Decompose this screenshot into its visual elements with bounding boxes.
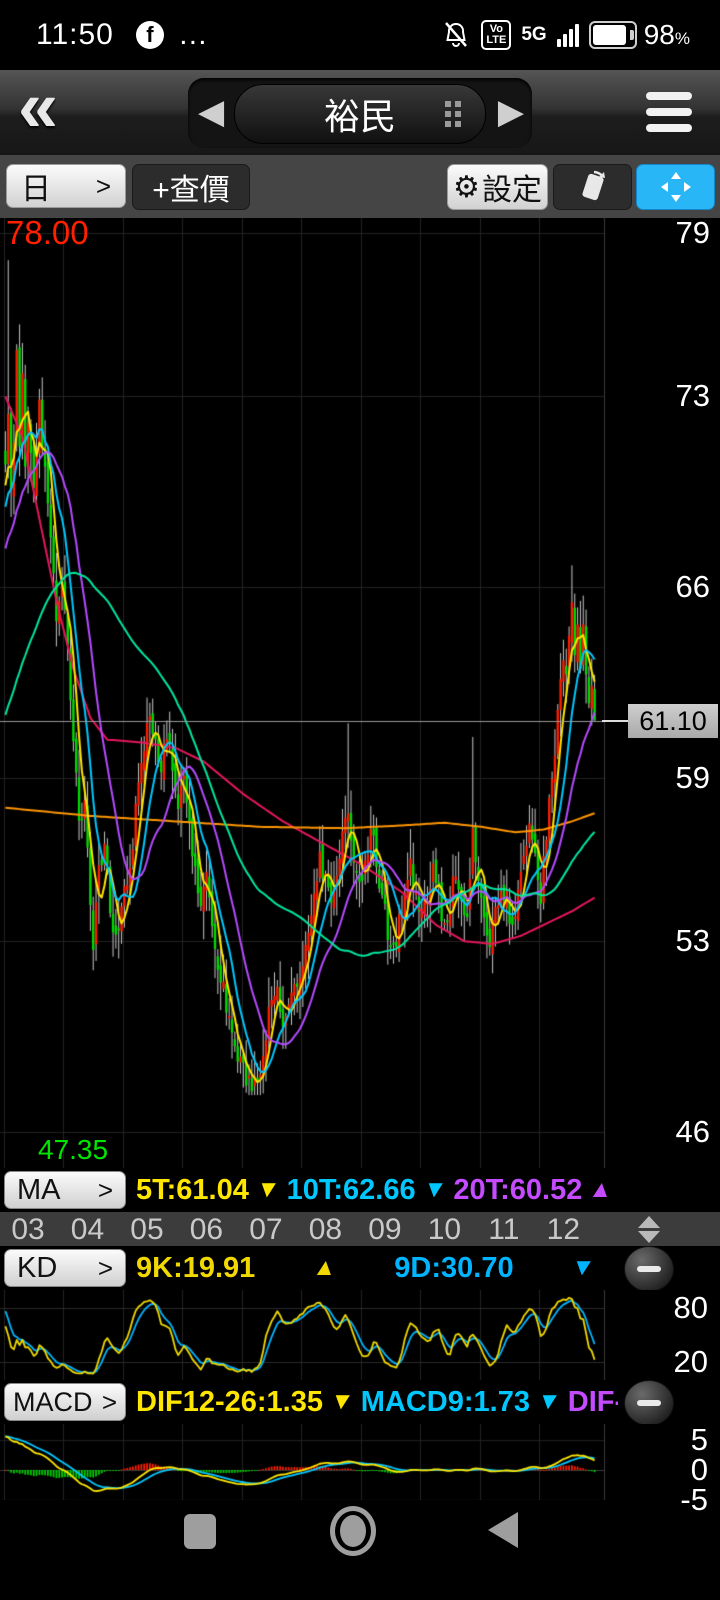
- query-price-button[interactable]: +查價: [132, 164, 250, 210]
- ma-values: 5T:61.04▼10T:62.66▼20T:60.52▲60T: [136, 1168, 618, 1212]
- next-stock-button[interactable]: ▶: [497, 93, 524, 131]
- macd-collapse-button[interactable]: [624, 1380, 674, 1426]
- signal-bars-icon: [556, 23, 579, 47]
- y-axis-tick-label: 66: [675, 569, 710, 605]
- android-nav-bar: [0, 1500, 720, 1600]
- chevron-right-icon: >: [95, 170, 111, 201]
- move-arrows-icon: [660, 172, 691, 202]
- prev-stock-button[interactable]: ◀: [198, 93, 225, 131]
- x-axis-month-label: 03: [11, 1213, 45, 1246]
- period-label: 日: [21, 173, 51, 206]
- x-axis-month-label: 10: [427, 1213, 462, 1246]
- recents-button[interactable]: [184, 1514, 216, 1549]
- kd-axis-label: 20: [673, 1344, 708, 1379]
- period-high-label: 78.00: [6, 214, 89, 251]
- arrow-down-icon: ▼: [254, 1176, 282, 1203]
- bell-muted-icon: [445, 22, 468, 47]
- macd-axis-label: 0: [690, 1452, 708, 1487]
- stock-selector: ◀ 裕民 ▶: [188, 78, 532, 148]
- indicator-value-label: DIF12-26:1.35: [136, 1385, 323, 1418]
- indicator-value-label: MACD9:1.73: [360, 1385, 530, 1418]
- y-axis-tick-label: 59: [675, 759, 710, 795]
- more-notifications-icon: …: [177, 18, 210, 51]
- x-axis-month-label: 11: [488, 1213, 520, 1246]
- macd-axis-label: -5: [680, 1481, 708, 1517]
- x-axis-month-label: 07: [249, 1213, 283, 1246]
- network-type-label: 5G: [521, 24, 547, 45]
- x-axis-month-label: 05: [130, 1213, 164, 1246]
- kd-chart[interactable]: [0, 1290, 720, 1380]
- nav-bar: « ◀ 裕民 ▶: [0, 67, 720, 155]
- x-axis-month-label: 04: [70, 1213, 105, 1246]
- rotate-screen-button[interactable]: [553, 164, 632, 210]
- rotate-phone-icon: [581, 170, 605, 201]
- last-price-box: 61.10: [628, 704, 718, 738]
- battery-icon: [588, 21, 637, 49]
- indicator-value-label: 20T:60.52: [453, 1173, 583, 1206]
- macd-axis-label: 5: [690, 1422, 708, 1458]
- volte-icon: Vo LTE: [481, 20, 512, 50]
- y-axis-tick-label: 53: [675, 923, 710, 959]
- ma-settings-button[interactable]: MA >: [4, 1171, 126, 1209]
- stock-name-pill[interactable]: 裕民: [234, 84, 486, 144]
- home-button[interactable]: [330, 1506, 376, 1556]
- indicator-value-label: 10T:62.66: [286, 1173, 416, 1206]
- x-axis-month-label: 12: [546, 1213, 581, 1246]
- period-low-label: 47.35: [38, 1134, 109, 1165]
- indicator-value-label: 5T:61.04: [136, 1173, 249, 1206]
- y-axis-tick-label: 79: [675, 215, 710, 250]
- kd-values: 9K:19.91 ▲ 9D:30.70 ▼: [136, 1246, 596, 1290]
- toolbar: 日 > +查價 ⚙ 設定: [0, 155, 720, 218]
- last-price-tick: [602, 720, 628, 722]
- kd-legend-row: KD > 9K:19.91 ▲ 9D:30.70 ▼: [0, 1246, 720, 1290]
- arrow-down-icon: ▼: [420, 1176, 449, 1203]
- status-bar: 11:50 f … Vo LTE 5G 98%: [0, 0, 720, 70]
- x-axis-row: 03 04 05 06 07 08 09 10 11 12: [0, 1212, 720, 1246]
- fullscreen-button[interactable]: [636, 164, 715, 210]
- clock: 11:50: [36, 18, 114, 51]
- back-chevrons-button[interactable]: «: [18, 67, 59, 147]
- arrow-down-icon: ▼: [328, 1388, 356, 1415]
- battery-percent: 98%: [643, 19, 690, 50]
- x-axis-month-label: 08: [308, 1213, 343, 1246]
- indicator-value-label: 9K:19.91: [136, 1251, 256, 1284]
- macd-values: DIF12-26:1.35▼MACD9:1.73▼DIF-MAC: [136, 1380, 618, 1424]
- x-axis-month-label: 06: [189, 1213, 224, 1246]
- period-select-button[interactable]: 日 >: [6, 164, 126, 208]
- settings-button[interactable]: ⚙ 設定: [447, 164, 548, 210]
- indicator-value-label: DIF-MAC: [567, 1385, 618, 1418]
- y-axis-tick-label: 46: [675, 1113, 710, 1149]
- kd-collapse-button[interactable]: [624, 1246, 674, 1292]
- gear-icon: ⚙: [453, 170, 480, 204]
- x-axis-month-label: 09: [368, 1213, 402, 1246]
- menu-hamburger-button[interactable]: [646, 92, 692, 140]
- kd-axis-label: 80: [673, 1290, 708, 1325]
- android-back-button[interactable]: [488, 1512, 518, 1548]
- kd-settings-button[interactable]: KD >: [4, 1249, 126, 1287]
- macd-legend-row: MACD> DIF12-26:1.35▼MACD9:1.73▼DIF-MAC: [0, 1380, 720, 1424]
- grip-dots-icon: [445, 101, 461, 127]
- arrow-down-icon: ▼: [535, 1388, 563, 1415]
- arrow-down-icon: ▼: [569, 1254, 596, 1281]
- stock-name: 裕民: [323, 96, 396, 137]
- scroll-updown-icon[interactable]: [638, 1216, 664, 1243]
- main-candlestick-chart[interactable]: [0, 218, 720, 1168]
- facebook-notification-icon: f: [135, 21, 164, 49]
- y-axis-tick-label: 73: [675, 378, 710, 414]
- arrow-up-icon: ▲: [587, 1176, 616, 1203]
- arrow-up-icon: ▲: [311, 1254, 339, 1281]
- macd-settings-button[interactable]: MACD >: [4, 1383, 126, 1421]
- ma-legend-row: MA> 5T:61.04▼10T:62.66▼20T:60.52▲60T: [0, 1168, 720, 1212]
- indicator-value-label: 9D:30.70: [394, 1251, 514, 1284]
